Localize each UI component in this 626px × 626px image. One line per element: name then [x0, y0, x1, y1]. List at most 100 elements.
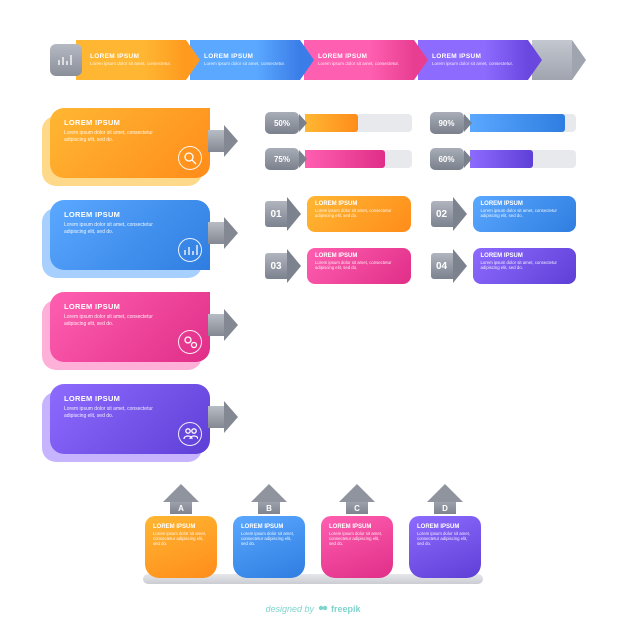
- info-box-body: Lorem ipsum dolor sit amet, consectetur …: [64, 314, 164, 327]
- letter-arrow-head: [427, 484, 463, 502]
- option-cards-grid: 01 LOREM IPSUM Lorem ipsum dolor sit ame…: [265, 196, 576, 284]
- letter-card-text: Lorem ipsum dolor sit amet, consectetur …: [329, 531, 385, 546]
- info-box-title: LOREM IPSUM: [64, 210, 196, 219]
- progress-bar-track: [470, 114, 577, 132]
- letter-arrow-head: [163, 484, 199, 502]
- arrow-step-body: Lorem ipsum dolor sit amet, consectetur.: [90, 61, 178, 66]
- arrow-steps-row: LOREM IPSUM Lorem ipsum dolor sit amet, …: [50, 40, 576, 80]
- option-number-arrow: 04: [431, 249, 469, 283]
- magnifier-icon: [182, 150, 198, 166]
- progress-bar-track: [305, 150, 412, 168]
- option-card-title: LOREM IPSUM: [315, 201, 403, 207]
- info-box-body: Lorem ipsum dolor sit amet, consectetur …: [64, 222, 164, 235]
- letter-columns-row: A LOREM IPSUM Lorem ipsum dolor sit amet…: [50, 484, 576, 578]
- credit-prefix: designed by: [265, 604, 316, 614]
- info-box: LOREM IPSUM Lorem ipsum dolor sit amet, …: [50, 200, 210, 270]
- info-box-title: LOREM IPSUM: [64, 394, 196, 403]
- option-card-body: LOREM IPSUM Lorem ipsum dolor sit amet, …: [307, 196, 411, 232]
- freepik-logo-icon: [317, 603, 329, 613]
- letter-card-text: Lorem ipsum dolor sit amet, consectetur …: [417, 531, 473, 546]
- progress-bar-label: 75%: [265, 148, 299, 170]
- letter-column: B LOREM IPSUM Lorem ipsum dolor sit amet…: [233, 484, 305, 578]
- progress-bars-grid: 50% 90% 75% 60%: [265, 112, 576, 170]
- option-card-text: Lorem ipsum dolor sit amet, consectetur …: [315, 208, 403, 218]
- arrow-step-body: Lorem ipsum dolor sit amet, consectetur.: [432, 61, 520, 66]
- arrow-step: LOREM IPSUM Lorem ipsum dolor sit amet, …: [190, 40, 300, 80]
- info-box-icon-circle: [178, 422, 202, 446]
- arrow-step-title: LOREM IPSUM: [432, 53, 520, 60]
- option-card: 02 LOREM IPSUM Lorem ipsum dolor sit ame…: [431, 196, 577, 232]
- letter-arrow-head: [251, 484, 287, 502]
- letter-badge: A: [170, 502, 192, 514]
- option-card-text: Lorem ipsum dolor sit amet, consectetur …: [481, 260, 569, 270]
- progress-bar: 50%: [265, 112, 412, 134]
- progress-bar-fill: [470, 114, 566, 132]
- progress-bar-label: 50%: [265, 112, 299, 134]
- gears-icon: [182, 334, 198, 350]
- letter-column: D LOREM IPSUM Lorem ipsum dolor sit amet…: [409, 484, 481, 578]
- option-card-title: LOREM IPSUM: [481, 253, 569, 259]
- arrow-row-icon-badge: [50, 44, 82, 76]
- right-column: 50% 90% 75% 60% 01 LOREM IPSUM Lorem ips…: [265, 108, 576, 454]
- arrow-step: LOREM IPSUM Lorem ipsum dolor sit amet, …: [76, 40, 186, 80]
- credit-brand: freepik: [331, 604, 361, 614]
- info-box-arrow: [208, 310, 238, 340]
- letter-card: LOREM IPSUM Lorem ipsum dolor sit amet, …: [409, 516, 481, 578]
- letter-card: LOREM IPSUM Lorem ipsum dolor sit amet, …: [321, 516, 393, 578]
- option-number: 04: [431, 253, 453, 279]
- option-number-arrow: 01: [265, 197, 303, 231]
- arrow-step-title: LOREM IPSUM: [318, 53, 406, 60]
- letter-column: A LOREM IPSUM Lorem ipsum dolor sit amet…: [145, 484, 217, 578]
- letter-card-text: Lorem ipsum dolor sit amet, consectetur …: [153, 531, 209, 546]
- users-icon: [182, 426, 198, 442]
- bar-chart-icon: [57, 53, 75, 67]
- info-box-title: LOREM IPSUM: [64, 302, 196, 311]
- option-number: 01: [265, 201, 287, 227]
- option-card-text: Lorem ipsum dolor sit amet, consectetur …: [315, 260, 403, 270]
- bar-chart-icon: [182, 242, 198, 258]
- letter-arrow-head: [339, 484, 375, 502]
- letter-badge: B: [258, 502, 280, 514]
- arrow-step-body: Lorem ipsum dolor sit amet, consectetur.: [318, 61, 406, 66]
- letter-card-text: Lorem ipsum dolor sit amet, consectetur …: [241, 531, 297, 546]
- info-box-arrow: [208, 126, 238, 156]
- letter-badge: D: [434, 502, 456, 514]
- option-card: 01 LOREM IPSUM Lorem ipsum dolor sit ame…: [265, 196, 411, 232]
- option-card-body: LOREM IPSUM Lorem ipsum dolor sit amet, …: [473, 248, 577, 284]
- info-box-arrow: [208, 218, 238, 248]
- option-card: 03 LOREM IPSUM Lorem ipsum dolor sit ame…: [265, 248, 411, 284]
- arrow-step-title: LOREM IPSUM: [204, 53, 292, 60]
- info-box-icon-circle: [178, 330, 202, 354]
- letter-card-title: LOREM IPSUM: [241, 524, 297, 530]
- info-box-body: Lorem ipsum dolor sit amet, consectetur …: [64, 130, 164, 143]
- option-card-text: Lorem ipsum dolor sit amet, consectetur …: [481, 208, 569, 218]
- arrow-step: LOREM IPSUM Lorem ipsum dolor sit amet, …: [304, 40, 414, 80]
- letter-card-title: LOREM IPSUM: [153, 524, 209, 530]
- progress-bar-fill: [470, 150, 534, 168]
- arrow-step: LOREM IPSUM Lorem ipsum dolor sit amet, …: [418, 40, 528, 80]
- info-box-icon-circle: [178, 238, 202, 262]
- option-card: 04 LOREM IPSUM Lorem ipsum dolor sit ame…: [431, 248, 577, 284]
- progress-bar: 60%: [430, 148, 577, 170]
- info-box: LOREM IPSUM Lorem ipsum dolor sit amet, …: [50, 292, 210, 362]
- arrow-step-title: LOREM IPSUM: [90, 53, 178, 60]
- letter-card-title: LOREM IPSUM: [329, 524, 385, 530]
- option-card-body: LOREM IPSUM Lorem ipsum dolor sit amet, …: [307, 248, 411, 284]
- letter-badge: C: [346, 502, 368, 514]
- option-number: 02: [431, 201, 453, 227]
- progress-bar-track: [470, 150, 577, 168]
- credit-line: designed by freepik: [0, 603, 626, 614]
- progress-bar-fill: [305, 114, 358, 132]
- progress-bar: 75%: [265, 148, 412, 170]
- option-card-body: LOREM IPSUM Lorem ipsum dolor sit amet, …: [473, 196, 577, 232]
- info-box-body: Lorem ipsum dolor sit amet, consectetur …: [64, 406, 164, 419]
- option-card-title: LOREM IPSUM: [315, 253, 403, 259]
- option-number-arrow: 03: [265, 249, 303, 283]
- info-box-arrow: [208, 402, 238, 432]
- info-box: LOREM IPSUM Lorem ipsum dolor sit amet, …: [50, 108, 210, 178]
- info-box: LOREM IPSUM Lorem ipsum dolor sit amet, …: [50, 384, 210, 454]
- option-card-title: LOREM IPSUM: [481, 201, 569, 207]
- arrow-step-body: Lorem ipsum dolor sit amet, consectetur.: [204, 61, 292, 66]
- progress-bar-label: 90%: [430, 112, 464, 134]
- letter-card: LOREM IPSUM Lorem ipsum dolor sit amet, …: [145, 516, 217, 578]
